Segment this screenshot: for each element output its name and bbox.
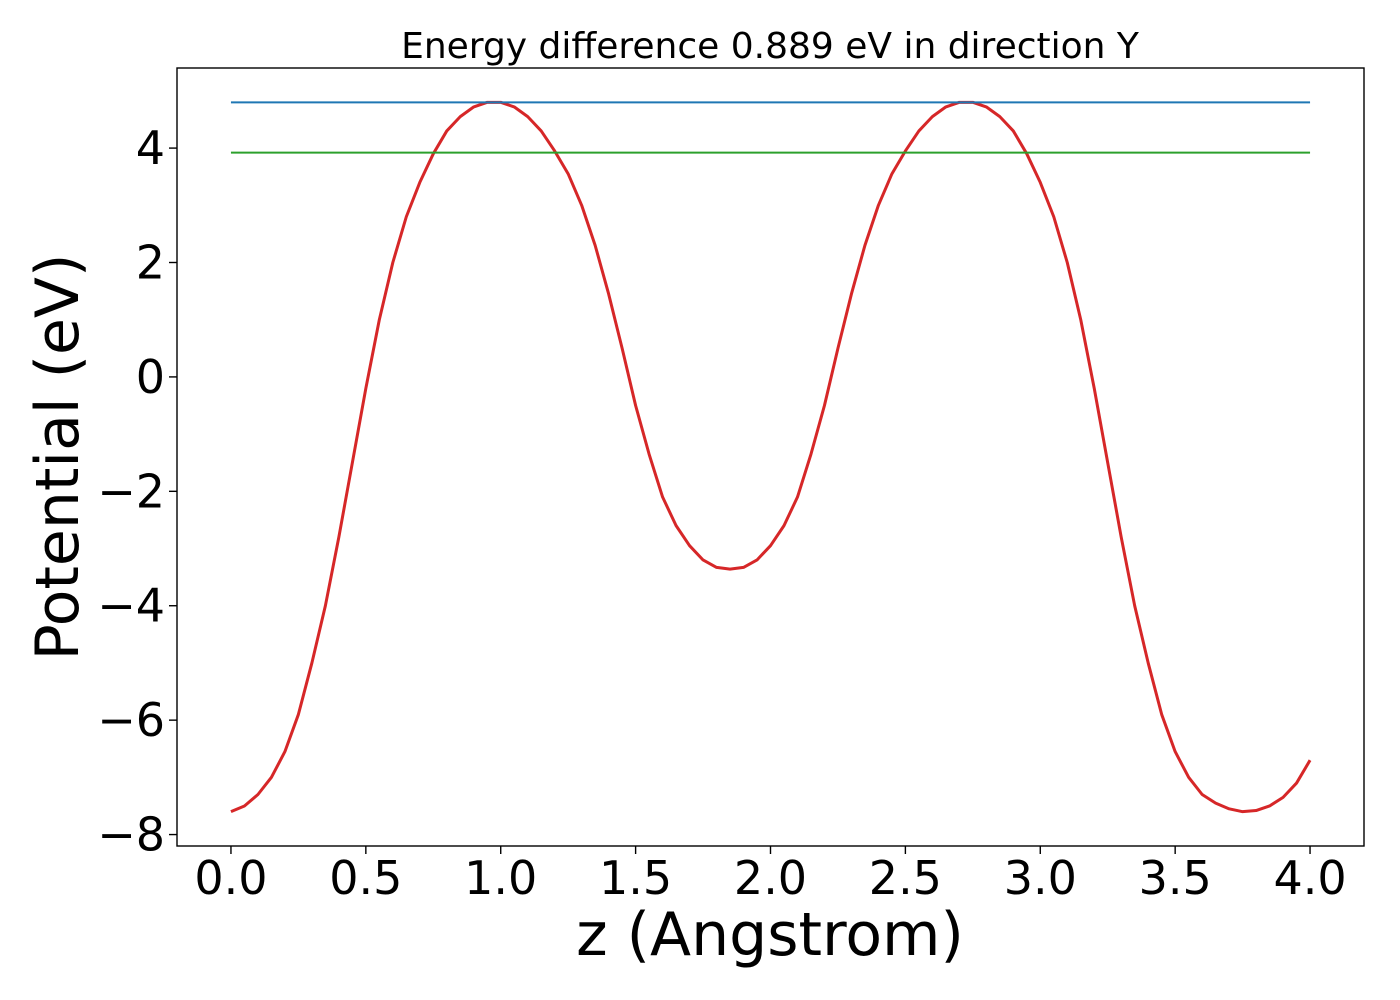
y-tick-label: 0 (136, 350, 165, 404)
y-axis-label: Potential (eV) (23, 254, 93, 661)
y-tick-label: −4 (97, 579, 165, 633)
y-axis: −8 −6 −4 −2 0 2 4 (97, 121, 177, 862)
series-line-potential (230, 100, 1312, 814)
x-tick-label: 3.0 (1004, 851, 1077, 905)
y-tick-label: 2 (136, 236, 165, 290)
x-tick-label: 0.0 (194, 851, 267, 905)
x-tick-label: 1.5 (599, 851, 672, 905)
plot-frame (176, 67, 1365, 847)
x-axis: 0.0 0.5 1.0 1.5 2.0 2.5 3.0 3.5 4.0 (194, 846, 1347, 905)
x-tick-label: 1.0 (464, 851, 537, 905)
y-tick-label: 4 (136, 121, 165, 175)
chart-title: Energy difference 0.889 eV in direction … (401, 26, 1140, 67)
x-axis-label: z (Angstrom) (576, 900, 964, 970)
x-tick-label: 0.5 (329, 851, 402, 905)
y-tick-label: −2 (97, 464, 165, 518)
x-tick-label: 3.5 (1139, 851, 1212, 905)
y-tick-label: −6 (97, 693, 165, 747)
x-tick-label: 4.0 (1273, 851, 1346, 905)
plot-area (230, 100, 1312, 814)
x-tick-label: 2.5 (869, 851, 942, 905)
y-tick-label: −8 (97, 808, 165, 862)
x-tick-label: 2.0 (734, 851, 807, 905)
